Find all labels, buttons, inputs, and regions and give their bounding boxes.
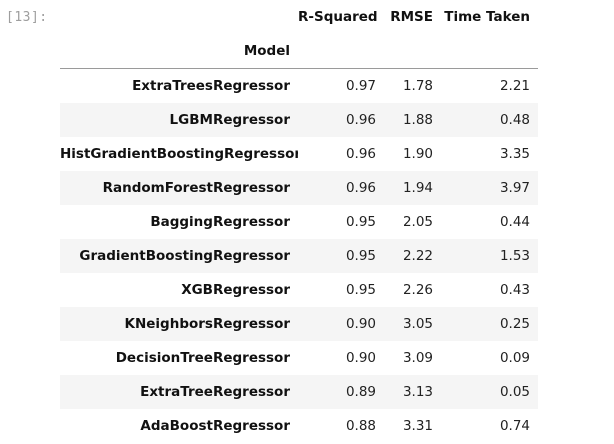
cell-time-taken: 0.05 [499, 383, 530, 400]
cell-r-squared: 0.95 [345, 281, 376, 298]
table-row: RandomForestRegressor 0.96 1.94 3.97 [60, 170, 538, 205]
row-model-name: LGBMRegressor [169, 111, 290, 128]
table-row: LGBMRegressor 0.96 1.88 0.48 [60, 102, 538, 137]
cell-rmse: 3.31 [402, 417, 433, 434]
cell-rmse: 3.05 [402, 315, 433, 332]
cell-time-taken: 0.09 [499, 349, 530, 366]
cell-time-taken: 2.21 [499, 77, 530, 94]
row-model-name: DecisionTreeRegressor [115, 349, 290, 366]
cell-rmse: 2.05 [402, 213, 433, 230]
row-model-name: RandomForestRegressor [102, 179, 290, 196]
cell-rmse: 2.22 [402, 247, 433, 264]
cell-time-taken: 3.35 [499, 145, 530, 162]
cell-execution-count: [13]: [6, 10, 48, 25]
column-header-time-taken: Time Taken [444, 9, 530, 25]
cell-r-squared: 0.90 [345, 315, 376, 332]
table-row: BaggingRegressor 0.95 2.05 0.44 [60, 205, 538, 239]
table-row: AdaBoostRegressor 0.88 3.31 0.74 [60, 409, 538, 443]
row-model-name: KNeighborsRegressor [124, 315, 290, 332]
table-row: HistGradientBoostingRegressor 0.96 1.90 3.3… [60, 137, 538, 171]
index-header-model: Model [60, 34, 298, 69]
index-header-row: Model [60, 34, 538, 69]
cell-r-squared: 0.89 [345, 383, 376, 400]
table-row: ExtraTreeRegressor 0.89 3.13 0.05 [60, 374, 538, 409]
column-header-rmse: RMSE [390, 9, 433, 25]
cell-rmse: 1.78 [402, 77, 433, 94]
row-model-name: AdaBoostRegressor [140, 417, 290, 434]
cell-rmse: 2.26 [402, 281, 433, 298]
cell-r-squared: 0.90 [345, 349, 376, 366]
cell-rmse: 1.88 [402, 111, 433, 128]
header-blank [298, 34, 384, 69]
row-model-name: XGBRegressor [181, 281, 290, 298]
cell-time-taken: 0.25 [499, 315, 530, 332]
cell-r-squared: 0.95 [345, 247, 376, 264]
cell-rmse: 1.94 [402, 179, 433, 196]
header-blank [384, 34, 441, 69]
column-header-r-squared: R-Squared [298, 9, 378, 25]
table-row: GradientBoostingRegressor 0.95 2.22 1.53 [60, 238, 538, 273]
cell-r-squared: 0.96 [345, 111, 376, 128]
cell-time-taken: 1.53 [499, 247, 530, 264]
cell-rmse: 3.13 [402, 383, 433, 400]
table-row: DecisionTreeRegressor 0.90 3.09 0.09 [60, 341, 538, 375]
cell-r-squared: 0.95 [345, 213, 376, 230]
cell-rmse: 1.90 [402, 145, 433, 162]
row-model-name: BaggingRegressor [150, 213, 290, 230]
header-blank [60, 0, 298, 34]
results-table: R-Squared RMSE Time Taken Model ExtraTre… [60, 0, 538, 443]
cell-rmse: 3.09 [402, 349, 433, 366]
row-model-name: GradientBoostingRegressor [79, 247, 290, 264]
header-blank [441, 34, 538, 69]
table-row: XGBRegressor 0.95 2.26 0.43 [60, 273, 538, 307]
column-header-row: R-Squared RMSE Time Taken [60, 0, 538, 34]
row-model-name: ExtraTreeRegressor [140, 383, 290, 400]
cell-time-taken: 0.44 [499, 213, 530, 230]
dataframe-output: R-Squared RMSE Time Taken Model ExtraTre… [60, 0, 538, 443]
cell-r-squared: 0.96 [345, 145, 376, 162]
row-model-name: ExtraTreesRegressor [132, 77, 290, 94]
cell-time-taken: 0.48 [499, 111, 530, 128]
row-model-name: HistGradientBoostingRegressor [60, 145, 298, 162]
table-row: ExtraTreesRegressor 0.97 1.78 2.21 [60, 69, 538, 103]
table-row: KNeighborsRegressor 0.90 3.05 0.25 [60, 306, 538, 341]
cell-time-taken: 3.97 [499, 179, 530, 196]
cell-r-squared: 0.97 [345, 77, 376, 94]
cell-r-squared: 0.88 [345, 417, 376, 434]
table-body: ExtraTreesRegressor 0.97 1.78 2.21 LGBMRegre… [60, 69, 538, 443]
cell-time-taken: 0.74 [499, 417, 530, 434]
cell-r-squared: 0.96 [345, 179, 376, 196]
cell-time-taken: 0.43 [499, 281, 530, 298]
